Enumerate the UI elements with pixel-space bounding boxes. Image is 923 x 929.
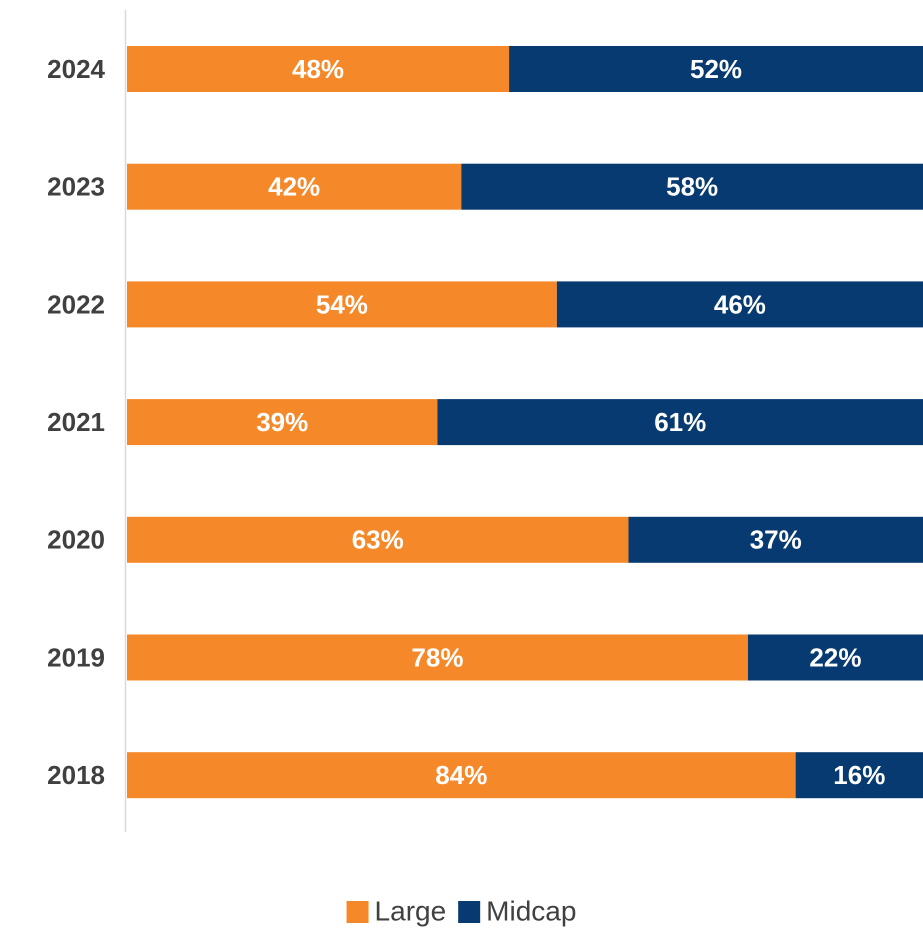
data-label: 61% [654, 407, 706, 437]
legend-swatch [458, 901, 481, 923]
y-tick-label: 2019 [47, 642, 105, 672]
data-label: 84% [435, 760, 487, 790]
data-label: 42% [268, 172, 320, 202]
data-label: 78% [411, 642, 463, 672]
bar-segment [628, 516, 923, 563]
bar-segment [127, 46, 510, 92]
bar-segment [556, 281, 923, 328]
data-label: 46% [714, 289, 766, 319]
y-tick-label: 2020 [47, 525, 105, 555]
bar-segment [747, 634, 923, 681]
bar-segment [127, 281, 557, 328]
bar-segment [461, 163, 923, 210]
bar-segment [127, 163, 462, 210]
data-label: 63% [352, 525, 404, 555]
y-tick-label: 2024 [47, 54, 105, 84]
bar-segment [127, 752, 796, 799]
bar-segment [795, 752, 923, 799]
y-tick-label: 2023 [47, 172, 105, 202]
data-label: 22% [809, 642, 861, 672]
legend-label: Midcap [486, 895, 576, 926]
bar-segment [127, 399, 438, 446]
data-label: 48% [292, 54, 344, 84]
data-label: 16% [833, 760, 885, 790]
data-label: 37% [750, 525, 802, 555]
bar-segment [509, 46, 923, 92]
y-tick-label: 2022 [47, 289, 105, 319]
legend-label: Large [375, 895, 447, 926]
y-tick-label: 2018 [47, 760, 105, 790]
data-label: 52% [690, 54, 742, 84]
data-label: 39% [256, 407, 308, 437]
y-tick-label: 2021 [47, 407, 105, 437]
data-label: 54% [316, 289, 368, 319]
legend-swatch [346, 901, 369, 923]
bar-segment [437, 399, 923, 446]
data-label: 58% [666, 172, 718, 202]
bar-segment [127, 516, 629, 563]
bar-segment [127, 634, 748, 681]
